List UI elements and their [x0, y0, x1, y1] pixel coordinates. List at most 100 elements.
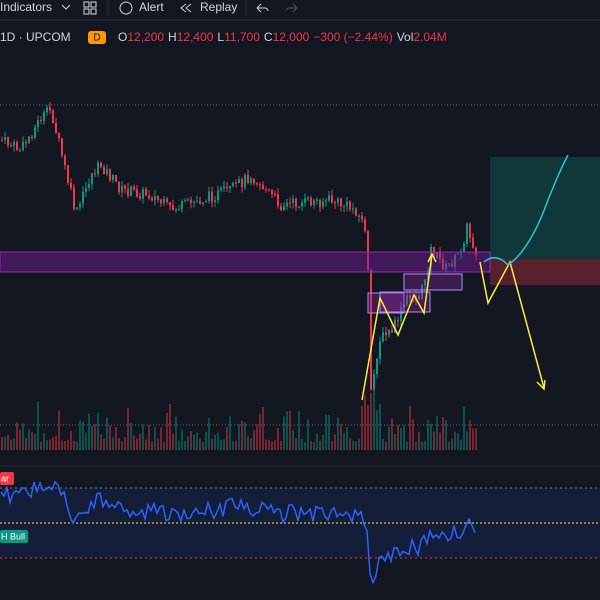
candle-body: [442, 259, 444, 270]
volume-bar: [445, 420, 447, 450]
candle-body: [358, 215, 360, 217]
volume-bar: [400, 427, 402, 450]
candle-body: [52, 110, 54, 124]
volume-bar: [118, 438, 120, 450]
candle-body: [82, 191, 84, 204]
volume-bar: [436, 415, 438, 450]
candle-body: [163, 198, 165, 204]
legend-close-label: C: [264, 30, 273, 44]
candle-body: [283, 206, 285, 210]
candle-body: [46, 107, 48, 113]
candle-body: [292, 198, 294, 203]
volume-bar: [178, 440, 180, 450]
volume-bar: [19, 429, 21, 450]
volume-bar: [289, 410, 291, 450]
candle-body: [376, 358, 378, 375]
volume-bar: [439, 432, 441, 450]
volume-bar: [202, 441, 204, 450]
candle-body: [319, 199, 321, 207]
candle-body: [295, 198, 297, 207]
volume-bar: [145, 439, 147, 450]
volume-bar: [67, 439, 69, 450]
candle-body: [277, 194, 279, 207]
templates-icon[interactable]: [83, 1, 97, 15]
volume-bar: [112, 437, 114, 450]
volume-bar: [451, 438, 453, 450]
replay-button[interactable]: Replay: [200, 0, 237, 14]
volume-bar: [172, 433, 174, 450]
volume-bar: [376, 410, 378, 450]
candle-body: [4, 136, 6, 141]
volume-bar: [223, 439, 225, 450]
alert-icon[interactable]: [119, 1, 133, 15]
candle-body: [37, 120, 39, 128]
volume-bar: [424, 440, 426, 450]
alert-button[interactable]: Alert: [139, 0, 164, 14]
candle-body: [235, 182, 237, 184]
candle-body: [121, 185, 123, 193]
candle-body: [10, 145, 12, 147]
volume-bar: [406, 441, 408, 450]
indicators-button[interactable]: Indicators: [0, 0, 52, 14]
candle-body: [448, 263, 450, 265]
volume-bar: [100, 434, 102, 450]
candle-body: [385, 332, 387, 336]
volume-bar: [241, 420, 243, 450]
volume-bar: [295, 438, 297, 450]
candle-body: [40, 120, 42, 122]
volume-bar: [373, 390, 375, 450]
candle-body: [412, 298, 414, 302]
volume-bar: [469, 420, 471, 450]
redo-button[interactable]: [285, 3, 298, 13]
volume-bar: [184, 441, 186, 450]
volume-bar: [28, 429, 30, 450]
candle-body: [271, 189, 273, 195]
candle-body: [262, 184, 264, 190]
volume-bar: [139, 433, 141, 450]
candle-body: [160, 199, 162, 204]
undo-button[interactable]: [256, 3, 269, 13]
volume-bar: [268, 439, 270, 450]
candle-body: [208, 191, 210, 202]
volume-bar: [127, 407, 129, 450]
candle-body: [328, 195, 330, 201]
candle-body: [373, 374, 375, 390]
volume-bar: [226, 426, 228, 450]
candle-body: [391, 329, 393, 333]
volume-bar: [109, 425, 111, 450]
volume-bar: [265, 439, 267, 450]
replay-icon[interactable]: [180, 3, 192, 13]
candle-body: [100, 162, 102, 168]
candle-body: [457, 253, 459, 255]
volume-bar: [121, 441, 123, 450]
volume-bar: [262, 406, 264, 450]
volume-bar: [40, 441, 42, 450]
volume-bar: [310, 441, 312, 450]
candle-body: [331, 195, 333, 203]
volume-bar: [61, 440, 63, 450]
volume-bar: [166, 413, 168, 450]
candle-body: [265, 189, 267, 191]
volume-bar: [466, 431, 468, 450]
candle-body: [178, 209, 180, 211]
volume-bar: [142, 424, 144, 450]
volume-bar: [55, 435, 57, 450]
volume-bar: [229, 416, 231, 450]
candle-body: [94, 173, 96, 175]
candle-body: [436, 252, 438, 258]
candle-body: [379, 341, 381, 359]
volume-bar: [337, 417, 339, 450]
candle-body: [247, 175, 249, 183]
candle-body: [274, 194, 276, 196]
volume-bar: [409, 406, 411, 450]
candle-body: [343, 205, 345, 207]
volume-bar: [316, 433, 318, 450]
dropdown-icon[interactable]: [61, 4, 71, 10]
volume-bar: [88, 413, 90, 450]
candle-body: [349, 201, 351, 210]
candle-body: [154, 196, 156, 201]
bear-tag: [0, 472, 14, 485]
volume-bar: [163, 441, 165, 450]
volume-bar: [7, 434, 9, 450]
candle-body: [445, 263, 447, 270]
